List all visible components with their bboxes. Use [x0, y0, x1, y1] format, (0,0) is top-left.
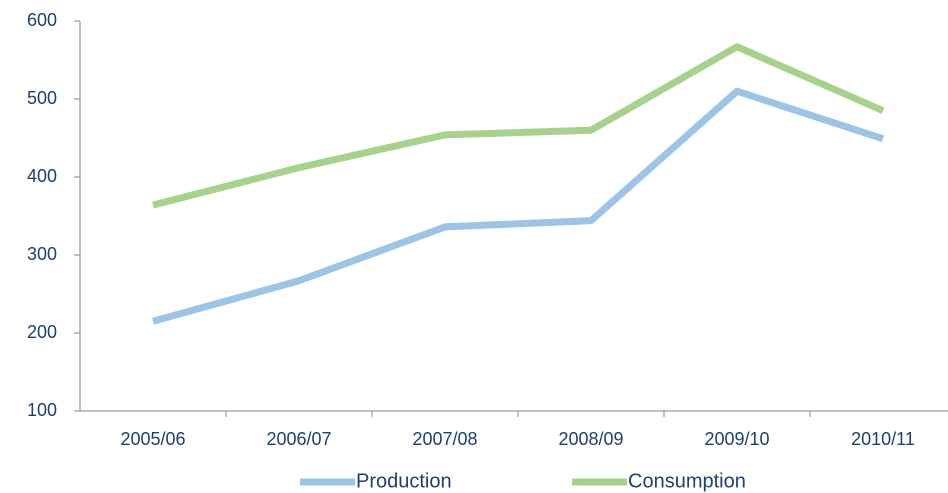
x-tick-label: 2005/06: [120, 429, 185, 449]
x-tick-label: 2006/07: [266, 429, 331, 449]
x-tick-label: 2007/08: [412, 429, 477, 449]
y-tick-label: 200: [27, 322, 57, 342]
legend-label: Consumption: [628, 470, 746, 492]
legend-label: Production: [356, 470, 452, 492]
series-line: [152, 87, 885, 325]
x-tick-label: 2009/10: [704, 429, 769, 449]
series-line: [152, 43, 885, 209]
x-tick-label: 2008/09: [558, 429, 623, 449]
y-tick-label: 500: [27, 88, 57, 108]
y-tick-label: 600: [27, 10, 57, 30]
y-tick-label: 300: [27, 244, 57, 264]
y-tick-label: 100: [27, 400, 57, 420]
y-tick-label: 400: [27, 166, 57, 186]
x-tick-label: 2010/11: [851, 429, 915, 449]
